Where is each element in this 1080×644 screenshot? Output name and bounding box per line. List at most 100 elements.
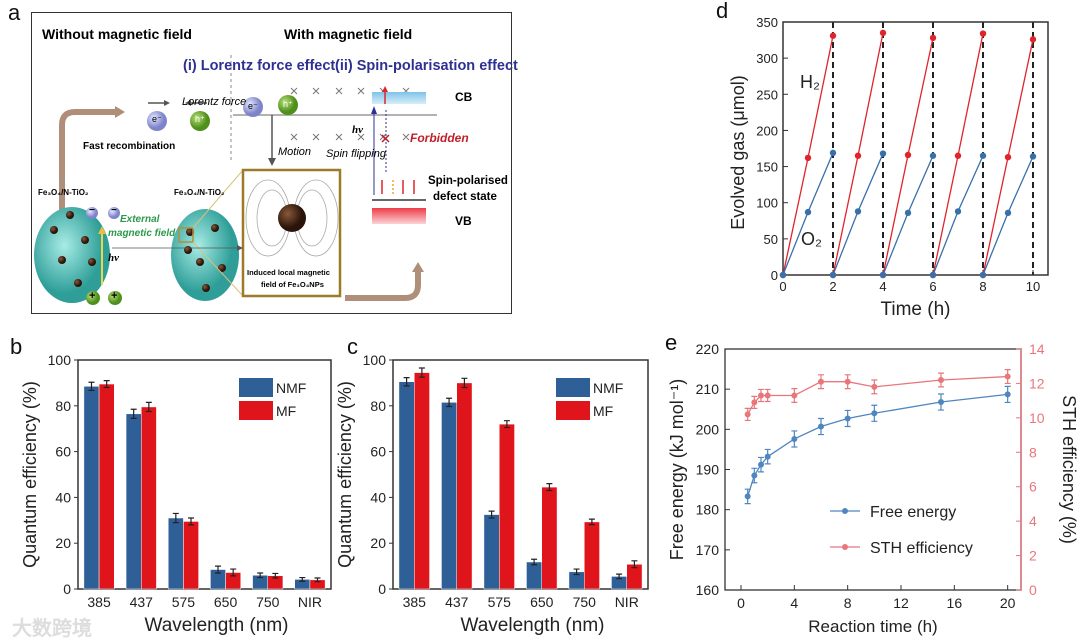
data-point-o2 (954, 208, 962, 215)
error-bar (88, 381, 95, 392)
data-point-free-energy (791, 435, 798, 442)
data-point-h2 (1004, 153, 1012, 161)
x-axis-title: Reaction time (h) (808, 617, 937, 636)
y-tick-label: 300 (756, 51, 778, 66)
cb-label: CB (455, 90, 473, 104)
with-field-title: With magnetic field (284, 26, 413, 42)
x-axis-title: Wavelength (nm) (145, 615, 289, 636)
x-tick-label: 8 (844, 595, 852, 611)
defect-state-label-1: Spin-polarised (428, 175, 508, 187)
error-bar (503, 420, 510, 429)
bar-nmf (398, 381, 415, 590)
legend-swatch-mf (556, 401, 590, 420)
x-tick-label: NIR (615, 594, 639, 610)
plus-charge-2: + (111, 290, 118, 302)
bar-nmf (526, 561, 543, 590)
y-axis-title: Evolved gas (μmol) (728, 75, 748, 229)
y-tick-label: 100 (363, 352, 387, 368)
y-tick-label: 40 (55, 489, 71, 505)
y-tick-label: 100 (756, 196, 778, 211)
legend-swatch-mf (239, 401, 273, 420)
plot-frame-d (782, 21, 1049, 276)
bar-mf (183, 521, 199, 590)
y-tick-label: 200 (696, 421, 720, 437)
y-tick-label: 0 (63, 581, 71, 597)
data-point-sth-efficiency (871, 383, 878, 390)
data-point-o2 (804, 208, 812, 216)
legend-label-mf: MF (276, 403, 296, 419)
y-right-tick-label: 4 (1029, 513, 1037, 529)
error-bar (145, 401, 152, 413)
bar-mf (98, 383, 115, 590)
y-tick-label: 210 (696, 381, 720, 397)
data-point-h2 (954, 152, 962, 159)
data-point-free-energy (844, 415, 851, 422)
catalyst-label-left: Fe₃O₄/N-TiO₂ (38, 188, 89, 197)
x-tick-label: 20 (1000, 595, 1016, 611)
data-point-o2 (779, 271, 787, 279)
data-point-h2 (854, 152, 862, 159)
panel-label-c: c (347, 334, 358, 359)
y-tick-label: 220 (696, 341, 720, 357)
x-tick-label: 437 (445, 594, 469, 610)
minus-charge-1: − (89, 205, 95, 216)
legend-label-free-energy: Free energy (870, 504, 956, 521)
legend-swatch-nmf (556, 378, 590, 397)
bar-mf (499, 423, 515, 590)
panel-label-d: d (716, 0, 729, 23)
error-bar (103, 380, 110, 389)
data-point-h2 (804, 154, 812, 162)
legend-marker-free-energy (842, 508, 848, 514)
data-point-h2 (979, 30, 987, 37)
error-bar (616, 573, 623, 580)
y-right-tick-label: 14 (1029, 341, 1045, 357)
data-point-o2 (929, 152, 937, 159)
plot-frame-c (392, 359, 649, 590)
hv-label-2: hν (108, 252, 119, 264)
y-tick-label: 250 (756, 87, 778, 102)
legend-label-nmf: NMF (593, 380, 623, 396)
data-point-o2 (979, 271, 987, 279)
error-bar (272, 572, 279, 579)
zoom-inset (241, 168, 342, 298)
data-point-o2 (854, 208, 862, 215)
data-point-o2 (1004, 209, 1012, 217)
induced-field-label-2: field of Fe₃O₄NPs (261, 280, 324, 289)
bar-mf (414, 372, 430, 590)
vb-label: VB (455, 214, 472, 228)
data-point-h2 (904, 151, 912, 159)
legend-marker-sth-efficiency (842, 544, 848, 550)
bar-nmf (83, 386, 100, 590)
bar-mf (541, 486, 558, 590)
x-tick-label: 437 (130, 594, 154, 610)
data-point-sth-efficiency (938, 376, 944, 383)
y-tick-label: 40 (370, 489, 386, 505)
data-point-o2 (879, 150, 887, 157)
data-point-sth-efficiency (791, 392, 798, 399)
y-tick-label: 60 (370, 444, 386, 460)
watermark: 大数跨境 (12, 618, 92, 640)
error-bar (418, 367, 425, 378)
y-axis-title: Quantum efficiency (%) (20, 381, 40, 568)
data-point-free-energy (751, 472, 758, 479)
data-point-h2 (879, 29, 887, 37)
series-line-sth-efficiency (747, 375, 1008, 415)
brown-arrow-right (345, 270, 421, 301)
error-bar (446, 397, 453, 408)
y-tick-label: 50 (764, 232, 778, 247)
y-right-tick-label: 0 (1029, 582, 1037, 598)
y-right-tick-label: 6 (1029, 479, 1037, 495)
x-tick-label: 6 (929, 279, 936, 294)
data-point-free-energy (938, 399, 944, 406)
error-bar (588, 518, 595, 526)
fast-recombination-label: Fast recombination (83, 141, 176, 152)
data-point-o2 (829, 149, 837, 157)
legend-swatch-nmf (239, 378, 273, 397)
error-bar (461, 377, 468, 389)
series-label-o2: O₂ (801, 229, 822, 249)
data-point-h2 (829, 32, 837, 39)
data-point-free-energy (818, 423, 824, 430)
x-tick-label: 8 (979, 279, 986, 294)
external-field-label-1: External (120, 214, 160, 225)
